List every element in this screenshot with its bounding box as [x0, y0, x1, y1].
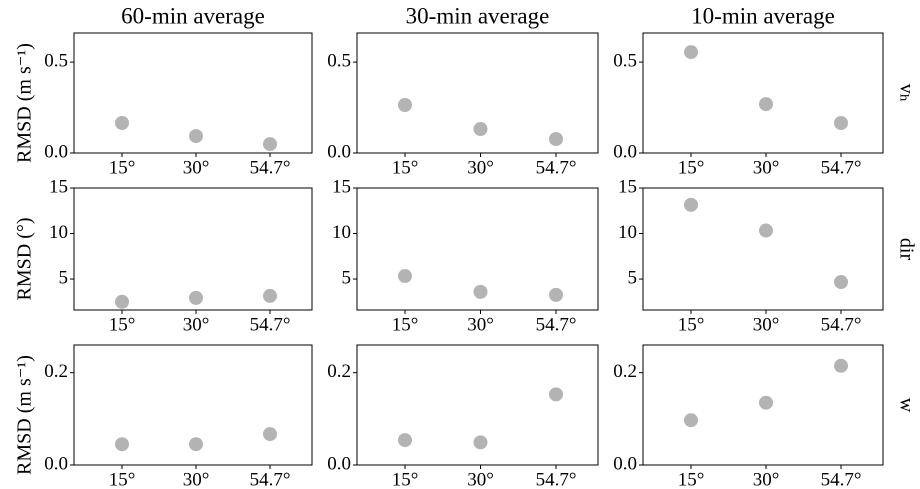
y-tick-label: 0.2	[327, 361, 351, 382]
x-tick-label: 54.7°	[250, 157, 291, 178]
point	[263, 288, 277, 303]
x-tick-label: 15°	[392, 157, 419, 178]
y-tick-label: 0.5	[327, 50, 351, 71]
x-tick-label: 54.7°	[821, 157, 862, 178]
row-label: vₕ	[895, 84, 917, 103]
x-tick-label: 30°	[467, 314, 494, 335]
row-label: dir	[895, 238, 917, 261]
point	[263, 137, 277, 152]
x-tick-label: 54.7°	[250, 314, 291, 335]
y-tick-label: 5	[628, 267, 638, 288]
point	[684, 413, 698, 428]
point	[263, 427, 277, 442]
x-tick-label: 30°	[753, 157, 780, 178]
y-tick-label: 0.5	[613, 50, 637, 71]
y-axis-label: RMSD (m s⁻¹)	[14, 355, 36, 475]
plot-frame	[356, 32, 599, 154]
x-tick-label: 30°	[183, 469, 210, 489]
point	[759, 97, 773, 112]
plot-frame	[73, 344, 313, 466]
x-tick-label: 15°	[109, 157, 136, 178]
x-tick-label: 54.7°	[536, 157, 577, 178]
x-tick-label: 30°	[753, 469, 780, 489]
x-tick-label: 15°	[678, 157, 705, 178]
y-tick-label: 0.0	[327, 453, 351, 474]
point	[473, 122, 488, 136]
x-tick-label: 54.7°	[536, 314, 577, 335]
point	[398, 98, 412, 112]
y-tick-label: 5	[342, 267, 352, 288]
plot-frame	[642, 187, 884, 311]
panel-title: 10-min average	[691, 3, 835, 28]
panel-title: 60-min average	[121, 3, 265, 28]
y-axis-label: RMSD (m s⁻¹)	[14, 43, 36, 163]
x-tick-label: 15°	[678, 314, 705, 335]
point	[549, 387, 563, 402]
y-tick-label: 10	[618, 222, 637, 243]
x-tick-label: 15°	[392, 314, 419, 335]
plot-frame	[356, 187, 599, 311]
point	[549, 287, 563, 302]
point	[473, 435, 488, 450]
y-tick-label: 10	[49, 222, 68, 243]
point	[759, 395, 773, 410]
point	[189, 290, 203, 305]
y-tick-label: 0.5	[44, 50, 68, 71]
y-tick-label: 0.2	[44, 361, 68, 382]
y-tick-label: 0.2	[613, 361, 637, 382]
y-tick-label: 5	[59, 267, 69, 288]
y-tick-label: 15	[618, 176, 637, 197]
point	[115, 116, 129, 130]
plot-frame	[73, 187, 313, 311]
x-tick-label: 30°	[467, 469, 494, 489]
x-tick-label: 15°	[392, 469, 419, 489]
point	[398, 269, 412, 284]
point	[834, 116, 848, 130]
point	[834, 358, 848, 373]
plot-frame	[73, 32, 313, 154]
point	[115, 437, 129, 452]
point	[189, 129, 203, 144]
x-tick-label: 30°	[753, 314, 780, 335]
point	[834, 275, 848, 290]
point	[684, 197, 698, 212]
point	[549, 132, 563, 146]
x-tick-label: 54.7°	[821, 314, 862, 335]
y-tick-label: 15	[49, 176, 68, 197]
x-tick-label: 15°	[109, 469, 136, 489]
row-label: w	[895, 398, 917, 413]
x-tick-label: 15°	[109, 314, 136, 335]
x-tick-label: 30°	[183, 314, 210, 335]
y-tick-label: 0.0	[44, 453, 68, 474]
point	[684, 45, 698, 60]
x-tick-label: 54.7°	[821, 469, 862, 489]
plot-frame	[642, 344, 884, 466]
y-tick-label: 10	[332, 222, 351, 243]
x-tick-label: 30°	[467, 157, 494, 178]
point	[759, 223, 773, 238]
x-tick-label: 54.7°	[250, 469, 291, 489]
x-tick-label: 54.7°	[536, 469, 577, 489]
point	[398, 433, 412, 448]
y-tick-label: 0.0	[44, 141, 68, 162]
plot-frame	[356, 344, 599, 466]
y-tick-label: 15	[332, 176, 351, 197]
point	[189, 437, 203, 452]
y-tick-label: 0.0	[613, 141, 637, 162]
point	[473, 284, 488, 299]
x-tick-label: 30°	[183, 157, 210, 178]
point	[115, 294, 129, 309]
y-tick-label: 0.0	[327, 141, 351, 162]
panel-title: 30-min average	[406, 3, 550, 28]
plot-frame	[642, 32, 884, 154]
x-tick-label: 15°	[678, 469, 705, 489]
y-tick-label: 0.0	[613, 453, 637, 474]
y-axis-label: RMSD (°)	[14, 217, 36, 300]
